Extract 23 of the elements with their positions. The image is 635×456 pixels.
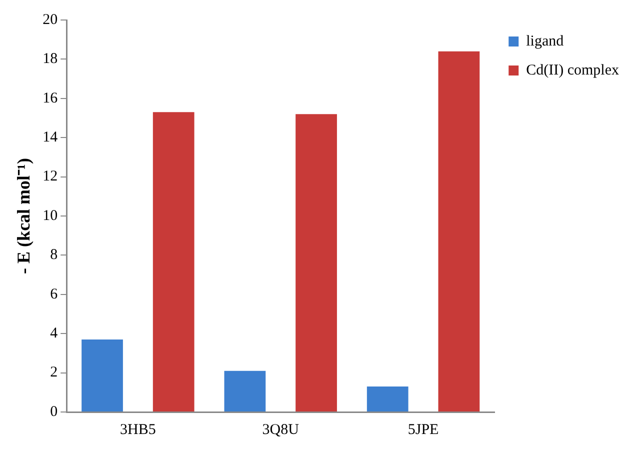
legend-label: ligand: [526, 33, 564, 50]
y-tick-label: 10: [42, 208, 58, 224]
bar: [152, 112, 194, 412]
bar: [366, 386, 408, 412]
y-tick-label: 8: [50, 247, 58, 264]
bar: [224, 370, 266, 412]
bar: [82, 339, 123, 412]
y-tick-label: 0: [50, 404, 58, 420]
y-tick-label: 12: [42, 168, 58, 185]
y-tick-label: 14: [42, 130, 58, 146]
x-tick-label: 3HB5: [120, 422, 156, 438]
y-tick-label: 6: [50, 286, 58, 302]
legend-label: Cd(II) complex: [526, 62, 620, 78]
y-tick-label: 20: [42, 12, 58, 28]
y-tick-label: 18: [42, 51, 58, 68]
y-tick-label: 2: [50, 364, 58, 381]
bar: [296, 114, 337, 412]
bar: [438, 51, 480, 412]
y-tick-label: 4: [50, 326, 58, 342]
x-tick-label: 3Q8U: [262, 422, 300, 438]
y-tick-label: 16: [42, 90, 58, 106]
y-axis-title: - E (kcal mol⁻¹): [13, 158, 34, 274]
x-tick-label: 5JPE: [408, 422, 439, 438]
